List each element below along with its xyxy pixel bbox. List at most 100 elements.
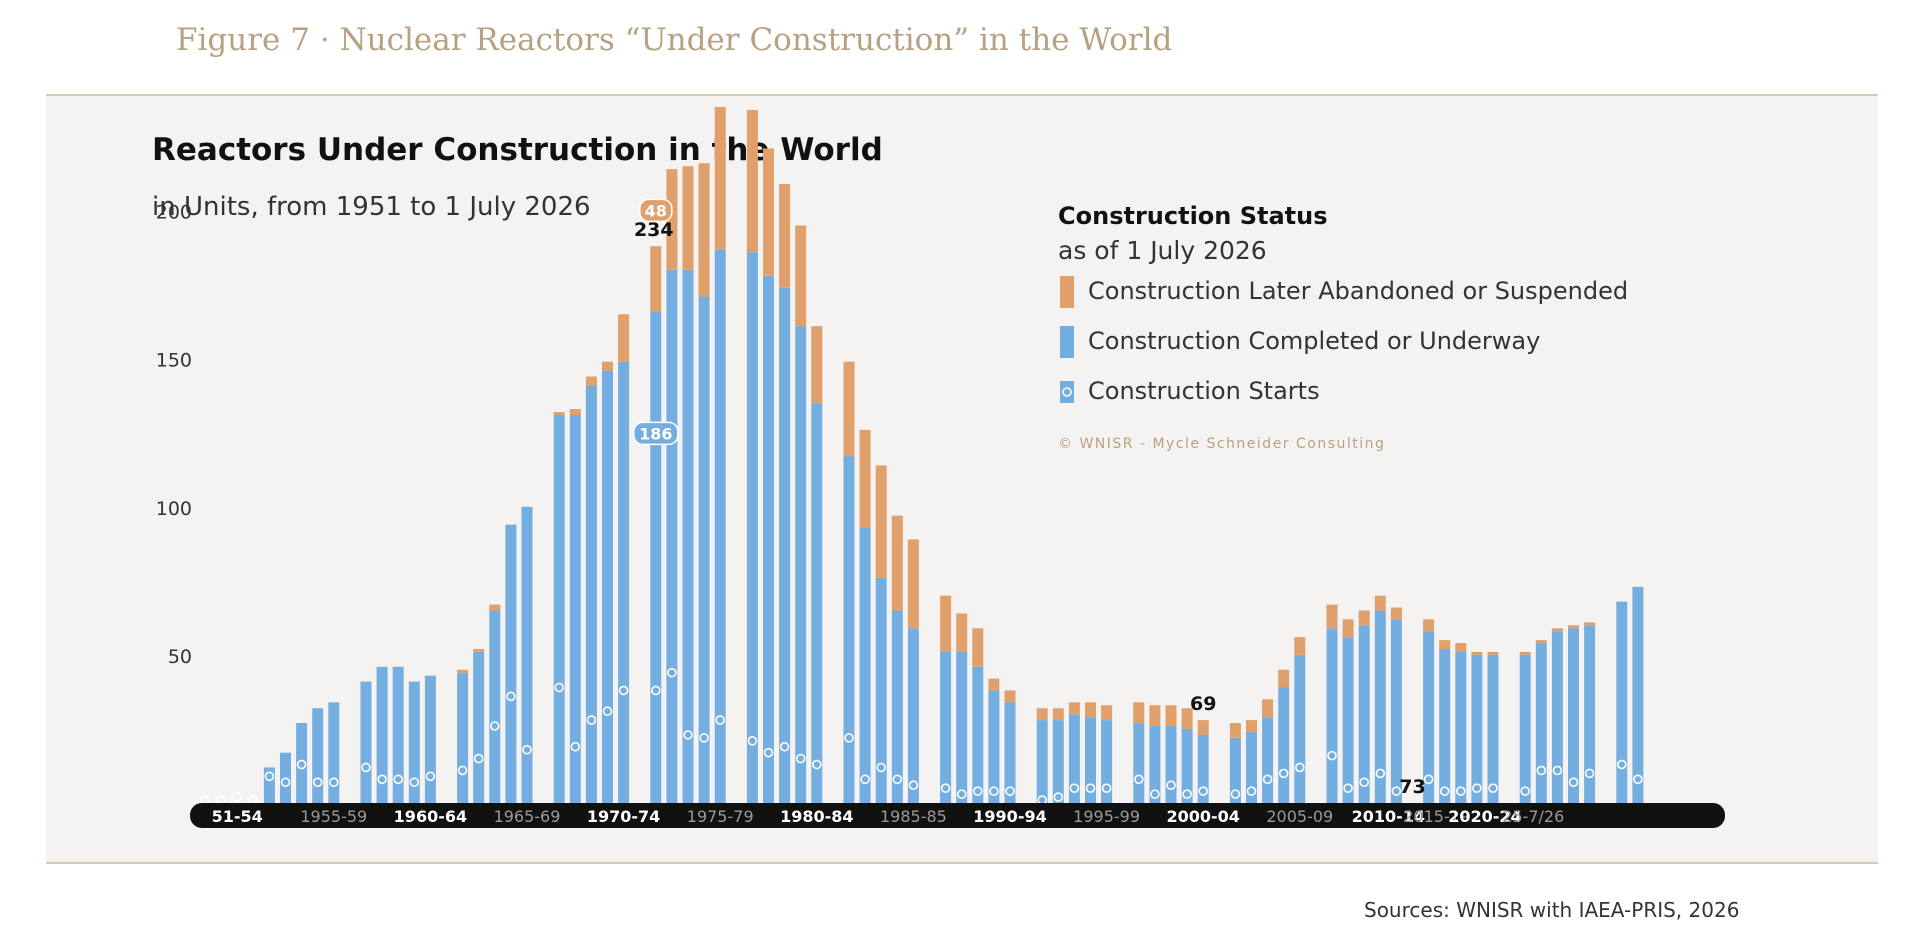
legend-item-completed: Construction Completed or Underway — [1058, 319, 1540, 365]
bar-abandoned — [1229, 723, 1241, 738]
start-marker — [393, 774, 404, 785]
legend-title: Construction Status — [1058, 202, 1328, 230]
start-marker — [1166, 780, 1176, 791]
bar-completed — [585, 385, 597, 803]
start-marker — [1134, 774, 1144, 785]
bar-abandoned — [1197, 720, 1209, 735]
start-marker — [1230, 789, 1241, 799]
y-tick-label: 100 — [156, 498, 192, 520]
bar-completed — [1068, 714, 1080, 803]
bar-completed — [296, 723, 308, 803]
start-marker — [377, 774, 387, 785]
start-marker — [667, 667, 677, 678]
x-tick-label: 1975-79 — [687, 807, 754, 826]
start-marker — [1633, 774, 1643, 785]
bar-completed — [1165, 725, 1177, 803]
start-marker — [1423, 774, 1434, 785]
start-marker — [779, 741, 790, 752]
x-tick-label: 1960-64 — [394, 807, 467, 826]
start-marker — [232, 792, 242, 802]
bar-completed — [714, 249, 726, 804]
legend-label-abandoned: Construction Later Abandoned or Suspende… — [1088, 277, 1629, 305]
start-marker — [1568, 777, 1579, 788]
x-tick-label: 2020-24 — [1448, 807, 1521, 826]
bar-completed — [1326, 628, 1338, 803]
bar-abandoned — [1262, 699, 1274, 718]
y-tick-label: 200 — [156, 202, 192, 224]
bar-abandoned — [875, 465, 887, 578]
bar-completed — [988, 690, 1000, 803]
x-tick-label: 2010-14 — [1352, 807, 1425, 826]
bar-completed — [1632, 586, 1644, 803]
bar-completed — [1584, 625, 1596, 803]
bar-completed — [891, 610, 903, 803]
annotation-badge-abandoned — [639, 198, 673, 223]
bar-abandoned — [1004, 690, 1016, 703]
bar-abandoned — [811, 326, 823, 404]
bar-abandoned — [1342, 619, 1354, 638]
start-marker — [1005, 786, 1015, 796]
bar-completed — [1004, 702, 1016, 803]
figure-caption: Figure 7 · Nuclear Reactors “Under Const… — [176, 22, 1173, 58]
bar-completed — [746, 252, 758, 803]
bar-completed — [392, 666, 404, 803]
start-marker — [1617, 759, 1627, 770]
start-marker — [280, 777, 291, 788]
bar-completed — [1052, 720, 1064, 803]
start-marker — [892, 774, 903, 785]
bar-abandoned — [988, 678, 1000, 691]
top-rule — [46, 94, 1878, 96]
start-marker — [763, 747, 774, 758]
start-marker — [522, 744, 532, 755]
bar-completed — [312, 708, 324, 803]
bar-abandoned — [489, 604, 501, 611]
bar-completed — [376, 666, 388, 803]
bar-completed — [940, 651, 952, 803]
bar-completed — [1471, 654, 1483, 803]
copyright-note: © WNISR - Mycle Schneider Consulting — [1058, 436, 1386, 452]
start-marker — [1182, 789, 1192, 799]
bar-abandoned — [1278, 669, 1290, 688]
bar-abandoned — [1439, 640, 1451, 649]
bar-abandoned — [1165, 705, 1177, 726]
bar-completed — [424, 675, 436, 803]
bar-abandoned — [553, 412, 565, 416]
bar-completed — [505, 524, 517, 803]
start-marker — [1069, 783, 1080, 793]
bar-abandoned — [1036, 708, 1048, 721]
bar-completed — [1487, 654, 1499, 803]
bar-abandoned — [1487, 651, 1499, 655]
bar-completed — [1262, 717, 1274, 803]
bar-abandoned — [763, 148, 774, 276]
legend-item-starts: Construction Starts — [1058, 369, 1328, 415]
start-marker — [860, 774, 870, 785]
start-marker — [989, 786, 999, 796]
bar-completed — [763, 275, 774, 803]
bar-completed — [1568, 628, 1579, 803]
bar-completed — [569, 415, 581, 803]
start-marker — [1327, 750, 1337, 761]
bar-abandoned — [1149, 705, 1161, 726]
start-marker — [1472, 783, 1482, 793]
bar-completed — [682, 269, 694, 803]
start-marker — [972, 786, 983, 796]
bar-completed — [1342, 637, 1354, 803]
annotation-label: 234 — [634, 219, 674, 241]
bar-completed — [1101, 720, 1113, 803]
annotation-label: 69 — [1190, 693, 1216, 715]
bar-completed — [650, 311, 662, 803]
bar-completed — [521, 506, 533, 803]
annotation-badge-completed — [633, 421, 679, 446]
bar-abandoned — [1133, 702, 1145, 724]
start-marker — [811, 759, 822, 770]
bar-completed — [618, 361, 630, 803]
start-marker — [506, 691, 516, 702]
legend: Construction Status as of 1 July 2026 Co… — [1058, 202, 1628, 415]
bar-completed — [875, 577, 887, 803]
x-tick-label: 1955-59 — [300, 807, 367, 826]
bar-completed — [1551, 631, 1563, 803]
start-marker — [1439, 786, 1450, 796]
bar-completed — [698, 296, 710, 803]
start-marker — [1295, 762, 1305, 773]
